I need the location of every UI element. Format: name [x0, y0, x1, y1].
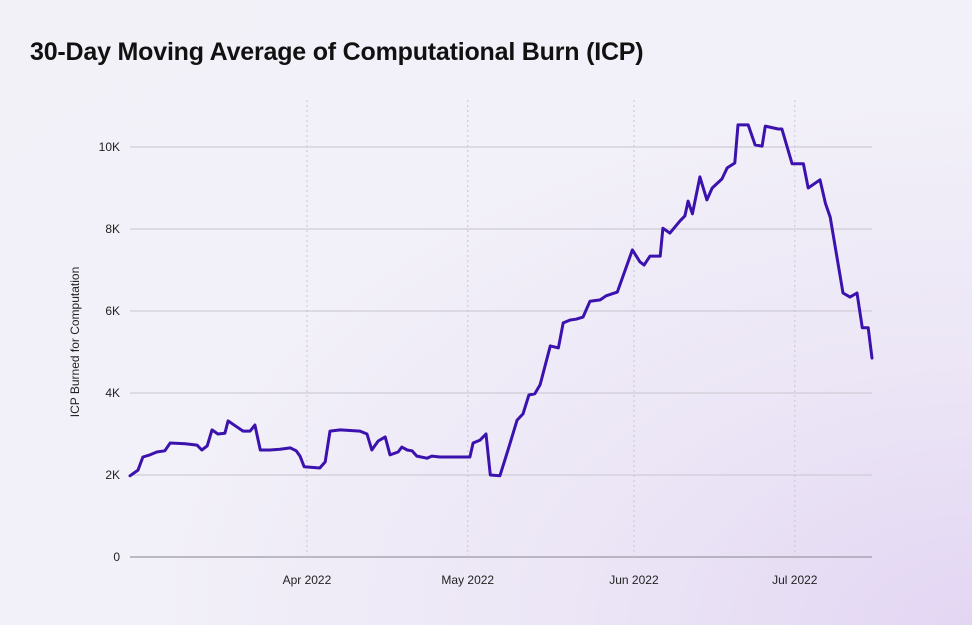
y-tick-label: 2K	[105, 468, 120, 482]
x-tick-label: May 2022	[441, 573, 494, 587]
x-tick-label: Jun 2022	[609, 573, 659, 587]
grid	[130, 100, 872, 558]
y-tick-label: 8K	[105, 222, 120, 236]
y-axis-label: ICP Burned for Computation	[68, 267, 82, 418]
series	[128, 123, 874, 478]
y-tick-label: 4K	[105, 386, 120, 400]
series-line	[128, 123, 874, 478]
x-tick-label: Apr 2022	[283, 573, 332, 587]
axes: 0 2K 4K 6K 8K 10K Apr 2022 May 2022 Jun 2022 Jul …	[99, 140, 818, 587]
chart-title: 30-Day Moving Average of Computational B…	[30, 38, 644, 66]
y-tick-label: 0	[113, 550, 120, 564]
x-tick-label: Jul 2022	[772, 573, 818, 587]
y-tick-label: 6K	[105, 304, 120, 318]
y-tick-label: 10K	[99, 140, 120, 154]
